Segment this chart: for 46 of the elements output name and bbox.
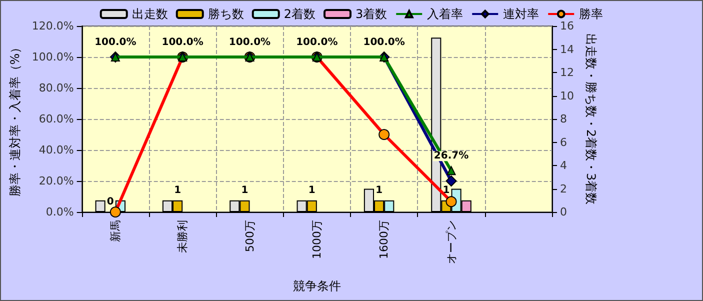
data-label: 1	[241, 184, 248, 196]
data-label: 100.0%	[363, 37, 405, 48]
legend-label: 入着率	[427, 7, 464, 21]
y2-tick-label: 4	[560, 159, 567, 172]
point	[446, 176, 457, 186]
data-label: 1	[442, 184, 450, 196]
y2-tick-label: 0	[560, 206, 567, 218]
y-tick-label: 80.0%	[38, 82, 74, 94]
point	[446, 166, 456, 176]
data-label: 1	[308, 184, 316, 196]
y-axis-title: 勝率・連対率・入着率（%）	[8, 41, 22, 197]
y2-tick-label: 14	[560, 42, 574, 56]
x-tick-label: 500万	[243, 220, 256, 252]
legend-label: 出走数	[132, 7, 168, 21]
legend-label: 連対率	[503, 7, 540, 21]
y-tick-label: 60.0%	[38, 112, 74, 126]
y2-tick-label: 8	[560, 112, 567, 126]
y2-tick-label: 12	[560, 66, 574, 79]
data-label: 100.0%	[296, 37, 338, 48]
data-label: 100.0%	[162, 37, 204, 48]
y-tick-label: 20.0%	[38, 174, 74, 188]
x-axis-title: 競争条件	[292, 279, 341, 293]
y-tick-label: 40.0%	[38, 144, 74, 156]
data-label: 1	[376, 184, 383, 196]
x-tick-label: オープン	[444, 220, 458, 264]
legend-label: 勝ち数	[208, 7, 244, 21]
y2-tick-label: 2	[560, 182, 567, 196]
legend-label: 勝率	[579, 7, 604, 21]
x-tick-label: 1000万	[310, 220, 324, 259]
legend-label: 3着数	[356, 7, 388, 21]
data-label: 100.0%	[228, 37, 271, 48]
legend-label: 2着数	[284, 7, 316, 21]
data-label: 1	[174, 184, 182, 196]
y2-axis-title: 出走数・勝ち数・2着数・3着数	[584, 33, 598, 205]
y-tick-label: 120.0%	[32, 20, 74, 32]
y-tick-label: 0.0%	[46, 206, 74, 218]
data-label: 0	[106, 196, 114, 208]
data-label: 26.7%	[434, 150, 469, 162]
x-tick-label: 未勝利	[176, 220, 190, 253]
y-tick-label: 100.0%	[32, 50, 74, 64]
x-tick-label: 新馬	[108, 220, 122, 242]
y2-tick-label: 6	[560, 136, 567, 149]
y2-tick-label: 10	[560, 89, 574, 102]
data-label: 100.0%	[94, 37, 136, 48]
x-tick-label: 1600万	[378, 220, 391, 259]
y2-tick-label: 16	[560, 20, 574, 32]
